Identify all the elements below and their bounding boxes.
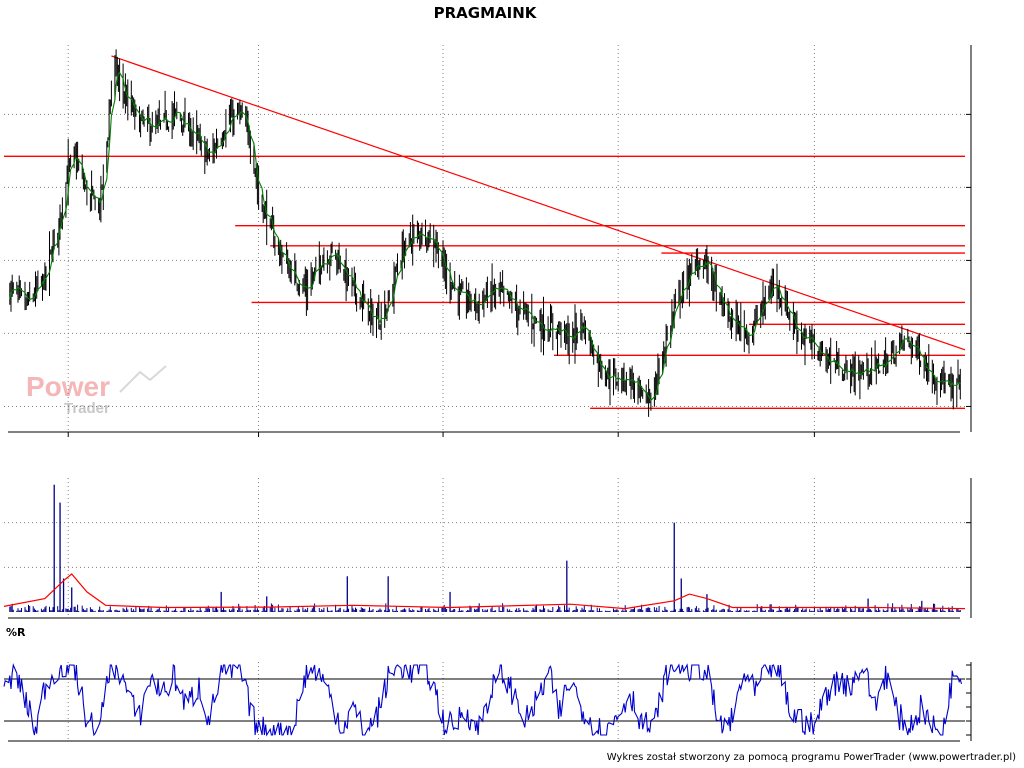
volume-bars bbox=[9, 484, 961, 612]
price-chart-title: PRAGMAINK bbox=[434, 4, 538, 22]
footer-credit: Wykres został stworzony za pomocą progra… bbox=[607, 752, 1016, 763]
watermark-swoosh-icon bbox=[119, 365, 167, 393]
williams-r-lines bbox=[3, 662, 963, 737]
watermark-line1: Power bbox=[26, 371, 110, 402]
williams-r-axis bbox=[966, 662, 972, 741]
downtrend-line bbox=[111, 55, 966, 351]
williams-r-title: %R bbox=[6, 626, 26, 639]
volume-axis bbox=[966, 478, 972, 618]
watermark-line2: Trader bbox=[64, 400, 110, 417]
powertrader-watermark: Power Trader bbox=[26, 365, 167, 417]
price-axis bbox=[67, 45, 972, 437]
volume-average bbox=[3, 573, 966, 610]
support-resistance-lines bbox=[4, 55, 966, 409]
panel-frames bbox=[8, 431, 960, 742]
volume-average-line bbox=[3, 573, 966, 610]
williams-r-line bbox=[3, 662, 963, 737]
volume-grid bbox=[4, 478, 965, 618]
moving-average-line bbox=[9, 71, 961, 402]
williams-r-grid bbox=[4, 662, 965, 741]
price-lines bbox=[9, 71, 961, 402]
